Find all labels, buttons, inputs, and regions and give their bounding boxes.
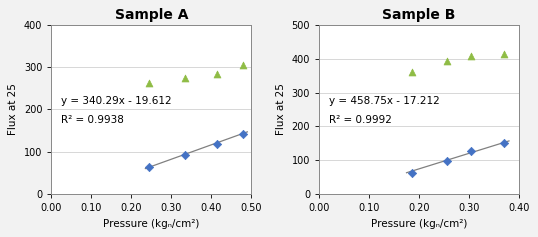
Y-axis label: Flux at 25: Flux at 25 [8,84,18,135]
Point [181,153,190,157]
Point [239,132,247,136]
Point [442,159,451,163]
Title: Sample B: Sample B [383,8,456,22]
Point [181,76,190,80]
X-axis label: Pressure (kgₙ/cm²): Pressure (kgₙ/cm²) [103,219,200,229]
Point [213,142,222,146]
Point [407,171,416,175]
Point [467,54,476,58]
Y-axis label: Flux at 25: Flux at 25 [276,84,286,135]
Text: R² = 0.9938: R² = 0.9938 [61,115,124,125]
Text: y = 458.75x - 17.212: y = 458.75x - 17.212 [329,96,440,106]
Text: R² = 0.9992: R² = 0.9992 [329,115,392,125]
Point [442,59,451,63]
Point [213,72,222,76]
Point [500,52,508,55]
Point [500,141,508,145]
Title: Sample A: Sample A [115,8,188,22]
Point [239,63,247,67]
X-axis label: Pressure (kgₙ/cm²): Pressure (kgₙ/cm²) [371,219,467,229]
Point [145,81,154,85]
Point [145,165,154,169]
Text: y = 340.29x - 19.612: y = 340.29x - 19.612 [61,96,172,106]
Point [407,70,416,74]
Point [467,149,476,153]
